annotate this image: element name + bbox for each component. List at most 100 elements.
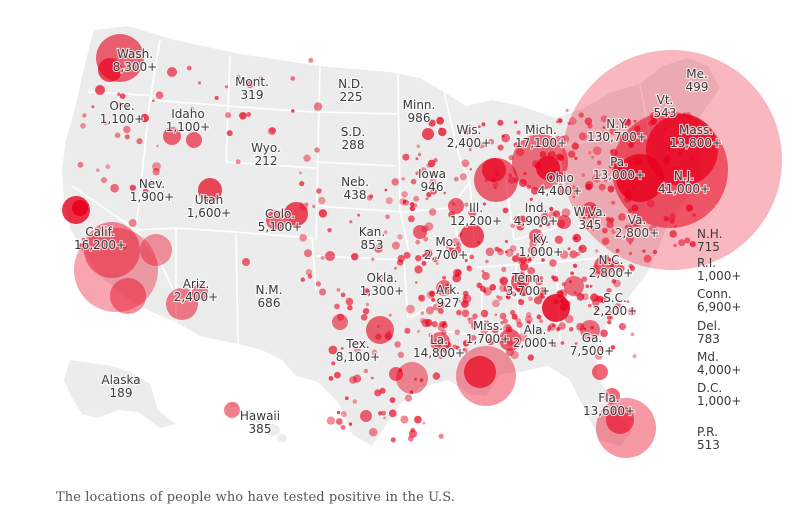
case-dot-58 <box>505 248 514 257</box>
case-dot-121 <box>567 121 571 126</box>
case-dot-55 <box>613 254 617 258</box>
covid-cases-map: Wash. 8,300+ Ore. 1,100+ Idaho 1,100+ Mont. 319… <box>62 26 782 458</box>
case-dot-319 <box>258 75 264 81</box>
case-dot-402 <box>626 235 635 244</box>
case-dot-610 <box>414 415 422 424</box>
case-bubble-22 <box>396 362 428 394</box>
case-dot-302 <box>308 57 314 63</box>
case-dot-520 <box>525 326 529 330</box>
state-count-la: 14,800+ <box>413 346 465 360</box>
case-dot-19 <box>618 322 627 331</box>
state-count-colo: 5,100+ <box>258 220 302 234</box>
case-dot-1 <box>504 240 508 243</box>
case-dot-295 <box>383 230 388 235</box>
case-dot-292 <box>319 288 327 296</box>
case-bubble-28 <box>186 132 202 148</box>
state-name-colo: Colo. <box>265 207 295 221</box>
case-dot-238 <box>494 246 500 252</box>
case-dot-586 <box>345 297 354 306</box>
case-dot-378 <box>678 239 686 247</box>
hawaii-island-3 <box>264 424 280 436</box>
state-border-32 <box>409 299 441 319</box>
state-label-calif: Calif. 16,200+ <box>74 225 126 252</box>
case-bubble-42 <box>389 367 403 381</box>
case-dot-248 <box>565 314 574 324</box>
case-dot-564 <box>389 397 396 403</box>
case-dot-142 <box>568 327 574 332</box>
case-dot-414 <box>569 250 578 259</box>
case-dot-497 <box>476 282 483 289</box>
state-count-va: 2,800+ <box>615 226 659 240</box>
state-border-25 <box>559 135 621 147</box>
case-dot-608 <box>394 341 401 348</box>
case-dot-559 <box>503 284 512 293</box>
case-dot-345 <box>91 105 95 109</box>
case-dot-280 <box>371 257 375 261</box>
case-bubble-39 <box>499 329 521 351</box>
case-dot-269 <box>362 288 370 296</box>
state-border-16 <box>399 209 411 257</box>
case-dot-532 <box>558 322 566 330</box>
case-dot-235 <box>571 142 579 150</box>
case-bubble-40 <box>604 388 620 404</box>
case-dot-463 <box>483 287 492 296</box>
case-bubble-2 <box>646 114 718 186</box>
case-dot-197 <box>429 178 437 186</box>
case-dot-479 <box>549 259 557 267</box>
case-dot-325 <box>81 237 85 241</box>
case-dot-379 <box>642 249 646 253</box>
state-label-mont: Mont. 319 <box>235 75 269 102</box>
case-dot-5 <box>438 127 447 137</box>
case-dot-0 <box>516 253 520 257</box>
state-label-w-va: W.Va. 345 <box>574 205 607 232</box>
case-dot-256 <box>556 118 563 124</box>
case-dot-415 <box>591 155 595 159</box>
case-dot-275 <box>336 288 341 292</box>
case-dot-555 <box>421 260 427 266</box>
state-count-ky: 1,000+ <box>519 245 563 259</box>
case-dot-165 <box>560 341 565 345</box>
case-dot-418 <box>559 135 566 142</box>
case-dot-144 <box>491 326 499 334</box>
case-dot-29 <box>525 315 533 324</box>
state-border-7 <box>315 161 397 167</box>
side-label-conn: Conn. 6,900+ <box>697 287 741 314</box>
state-label-n-m: N.M. 686 <box>256 283 283 310</box>
case-dot-218 <box>437 301 445 309</box>
case-dot-310 <box>239 112 247 120</box>
case-dot-604 <box>365 302 370 307</box>
alaska-land <box>64 360 176 428</box>
case-dot-382 <box>578 244 587 253</box>
case-dot-329 <box>116 101 123 109</box>
case-dot-575 <box>336 410 341 415</box>
case-dot-311 <box>291 109 295 113</box>
case-dot-442 <box>610 316 614 320</box>
state-label-ohio: Ohio 4,400+ <box>538 171 582 198</box>
case-dot-578 <box>344 396 349 401</box>
case-dot-210 <box>415 171 419 175</box>
case-bubble-29 <box>166 288 198 320</box>
case-dot-279 <box>327 228 332 233</box>
case-dot-195 <box>552 343 556 347</box>
case-dot-617 <box>340 347 344 350</box>
case-bubble-54 <box>529 229 543 243</box>
state-label-n-d: N.D. 225 <box>338 77 364 104</box>
case-dot-243 <box>403 199 407 204</box>
state-count-okla: 1,300+ <box>360 284 404 298</box>
case-dot-566 <box>404 327 411 334</box>
case-dot-515 <box>535 277 544 286</box>
state-label-ky: Ky. 1,000+ <box>519 232 563 259</box>
state-name-iowa: Iowa <box>418 167 446 181</box>
case-dot-17 <box>459 173 467 181</box>
case-dot-105 <box>627 307 636 316</box>
case-dot-318 <box>236 75 241 80</box>
state-name-miss: Miss. <box>473 319 503 333</box>
case-dot-353 <box>684 237 691 244</box>
case-dot-261 <box>391 241 400 250</box>
case-dot-509 <box>547 328 551 332</box>
case-dot-266 <box>312 204 316 208</box>
case-dot-512 <box>432 303 441 311</box>
state-count-ala: 2,000+ <box>513 336 557 350</box>
case-dot-458 <box>519 262 529 271</box>
state-name-ill: Ill. <box>469 201 483 215</box>
